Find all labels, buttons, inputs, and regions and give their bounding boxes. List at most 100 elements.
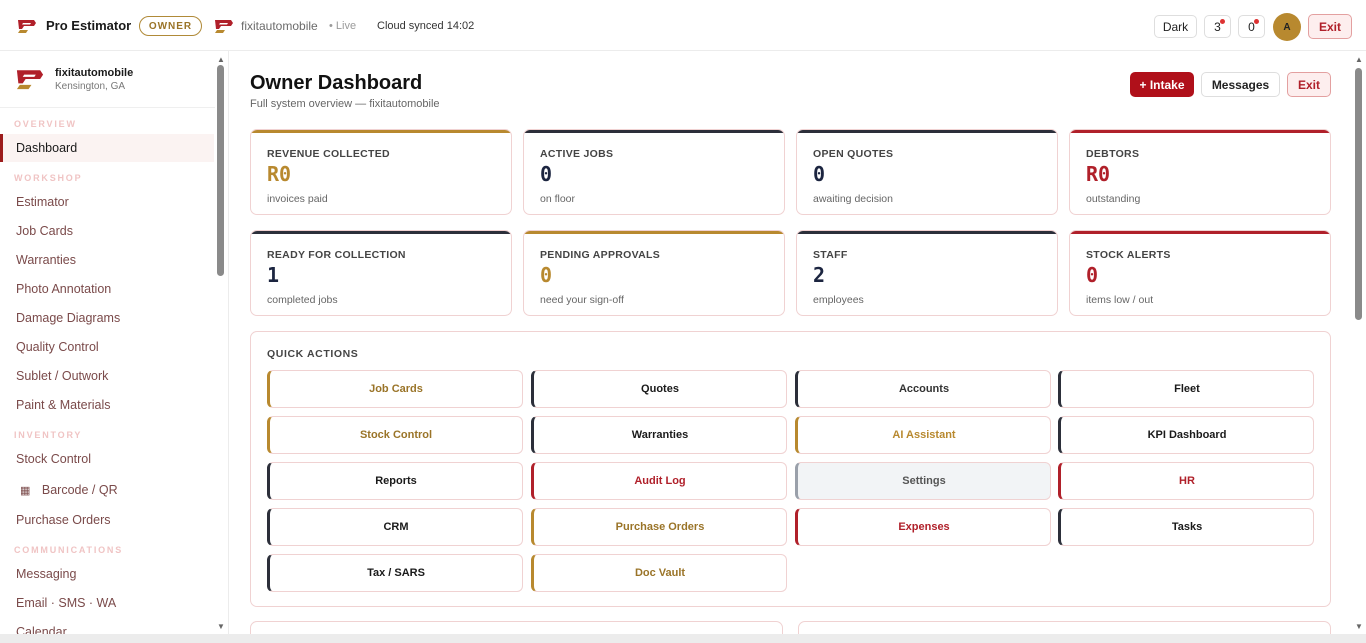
notifications-dot-icon <box>1220 19 1225 24</box>
messages-count-button[interactable]: 0 <box>1238 15 1265 38</box>
quick-action-button[interactable]: AI Assistant <box>795 416 1051 454</box>
sidebar-item-messaging[interactable]: Messaging <box>16 567 77 581</box>
scroll-down-icon[interactable]: ▼ <box>1355 622 1363 631</box>
sidebar-item-stock-control[interactable]: Stock Control <box>16 452 92 466</box>
card-value: 0 <box>1086 263 1099 287</box>
card-accent-bar <box>251 130 511 133</box>
sidebar-item-dashboard[interactable]: Dashboard <box>0 134 214 162</box>
horizontal-scrollbar[interactable] <box>0 634 1366 643</box>
main-content: Owner Dashboard Full system overview — f… <box>229 51 1366 643</box>
card-label: STAFF <box>813 249 848 261</box>
exit-button[interactable]: Exit <box>1287 72 1331 97</box>
page-subtitle: Full system overview — fixitautomobile <box>250 98 440 110</box>
quick-action-button[interactable]: CRM <box>267 508 523 546</box>
quick-action-button[interactable]: Audit Log <box>531 462 787 500</box>
quick-action-button[interactable]: Accounts <box>795 370 1051 408</box>
card-note: invoices paid <box>267 193 328 205</box>
stat-card[interactable]: DEBTORS R0 outstanding <box>1069 129 1331 215</box>
stat-card[interactable]: READY FOR COLLECTION 1 completed jobs <box>250 230 512 316</box>
quick-action-button[interactable]: Reports <box>267 462 523 500</box>
avatar[interactable]: A <box>1273 13 1301 41</box>
notifications-button[interactable]: 3 <box>1204 15 1231 38</box>
sidebar-item-warranties[interactable]: Warranties <box>16 253 76 267</box>
quick-action-button[interactable]: Doc Vault <box>531 554 787 592</box>
card-note: awaiting decision <box>813 193 893 205</box>
sidebar-item-email[interactable]: Email · SMS · WA <box>16 596 117 610</box>
quick-action-button[interactable]: Warranties <box>531 416 787 454</box>
messages-count: 0 <box>1248 19 1255 34</box>
scroll-up-icon[interactable]: ▲ <box>1355 55 1363 64</box>
quick-action-button[interactable]: Quotes <box>531 370 787 408</box>
sidebar-item-job-cards[interactable]: Job Cards <box>16 224 73 238</box>
stat-card[interactable]: STAFF 2 employees <box>796 230 1058 316</box>
card-accent-bar <box>524 130 784 133</box>
card-note: outstanding <box>1086 193 1141 205</box>
quick-action-button[interactable]: HR <box>1058 462 1314 500</box>
quick-action-button[interactable]: Purchase Orders <box>531 508 787 546</box>
quick-action-button[interactable]: Tasks <box>1058 508 1314 546</box>
card-accent-bar <box>1070 130 1330 133</box>
shop-indicator: fixitautomobile <box>213 0 318 51</box>
scroll-down-icon[interactable]: ▼ <box>217 622 225 631</box>
shop-logo-icon <box>16 70 44 90</box>
sync-status: Cloud synced 14:02 <box>377 19 475 32</box>
sidebar-shop-name: fixitautomobile <box>55 67 134 79</box>
sidebar-item-label: Barcode / QR <box>41 483 118 497</box>
stat-card[interactable]: ACTIVE JOBS 0 on floor <box>523 129 785 215</box>
quick-action-button[interactable]: KPI Dashboard <box>1058 416 1314 454</box>
sidebar-item-label: Dashboard <box>16 141 78 155</box>
card-accent-bar <box>797 130 1057 133</box>
sidebar-item-paint[interactable]: Paint & Materials <box>16 398 111 412</box>
intake-button[interactable]: + Intake <box>1130 72 1194 97</box>
card-value: 0 <box>540 162 553 186</box>
sidebar-item-estimator[interactable]: Estimator <box>16 195 69 209</box>
card-value: 1 <box>267 263 280 287</box>
sidebar: fixitautomobile Kensington, GA OVERVIEW … <box>0 51 229 643</box>
quick-action-button[interactable]: Expenses <box>795 508 1051 546</box>
sidebar-item-sublet[interactable]: Sublet / Outwork <box>16 369 109 383</box>
card-label: READY FOR COLLECTION <box>267 249 406 261</box>
sidebar-item-quality-control[interactable]: Quality Control <box>16 340 99 354</box>
shop-logo-icon <box>215 19 233 33</box>
stat-card[interactable]: PENDING APPROVALS 0 need your sign-off <box>523 230 785 316</box>
card-accent-bar <box>524 231 784 234</box>
stat-card[interactable]: OPEN QUOTES 0 awaiting decision <box>796 129 1058 215</box>
sidebar-item-damage-diagrams[interactable]: Damage Diagrams <box>16 311 121 325</box>
sidebar-shop-location: Kensington, GA <box>55 81 126 92</box>
brand-logo-group[interactable]: Pro Estimator <box>16 0 131 51</box>
card-note: on floor <box>540 193 576 205</box>
section-workshop: WORKSHOP <box>14 173 83 183</box>
grid-icon: ▦ <box>20 485 31 497</box>
quick-action-button[interactable]: Job Cards <box>267 370 523 408</box>
messages-button[interactable]: Messages <box>1201 72 1280 97</box>
top-exit-button[interactable]: Exit <box>1308 14 1352 39</box>
page-title: Owner Dashboard <box>250 72 423 94</box>
quick-action-button[interactable]: Fleet <box>1058 370 1314 408</box>
main-scroll-thumb[interactable] <box>1355 68 1362 320</box>
quick-action-button[interactable]: Settings <box>795 462 1051 500</box>
card-value: 0 <box>813 162 826 186</box>
sidebar-item-photo-annotation[interactable]: Photo Annotation <box>16 282 112 296</box>
live-status: • Live <box>329 19 357 32</box>
quick-actions-panel: QUICK ACTIONS Job Cards Quotes Accounts Fle… <box>250 331 1331 607</box>
card-label: REVENUE COLLECTED <box>267 148 390 160</box>
scroll-up-icon[interactable]: ▲ <box>217 55 225 64</box>
quick-action-button[interactable]: Stock Control <box>267 416 523 454</box>
sidebar-item-barcode[interactable]: ▦ Barcode / QR <box>20 483 118 497</box>
notifications-count: 3 <box>1214 19 1221 34</box>
quick-actions-title: QUICK ACTIONS <box>267 348 359 360</box>
quick-action-button[interactable]: Tax / SARS <box>267 554 523 592</box>
stat-card[interactable]: STOCK ALERTS 0 items low / out <box>1069 230 1331 316</box>
sidebar-scroll-thumb[interactable] <box>217 65 224 276</box>
dark-mode-button[interactable]: Dark <box>1154 15 1197 38</box>
section-inventory: INVENTORY <box>14 430 83 440</box>
stat-card[interactable]: REVENUE COLLECTED R0 invoices paid <box>250 129 512 215</box>
sidebar-item-purchase-orders[interactable]: Purchase Orders <box>16 513 111 527</box>
shop-name: fixitautomobile <box>241 18 318 33</box>
card-accent-bar <box>1070 231 1330 234</box>
section-communications: COMMUNICATIONS <box>14 545 124 555</box>
role-badge: OWNER <box>139 16 202 36</box>
card-note: employees <box>813 294 864 306</box>
card-value: R0 <box>1086 162 1111 186</box>
card-accent-bar <box>251 231 511 234</box>
